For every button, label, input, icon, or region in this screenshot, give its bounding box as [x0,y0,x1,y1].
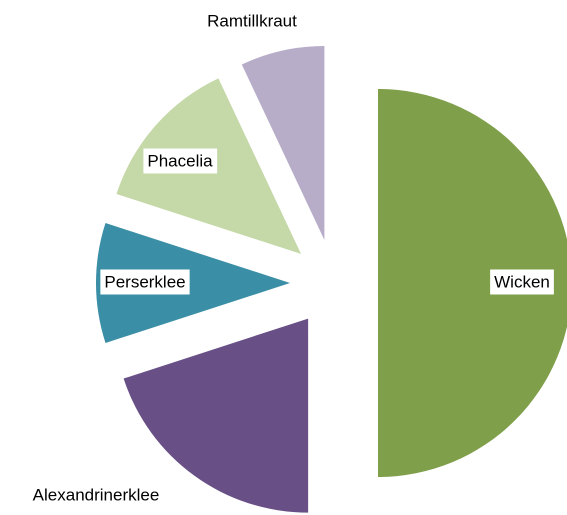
pie-slice [241,46,325,241]
slice-label: Alexandrinerklee [33,485,160,504]
slice-label: Phacelia [147,151,213,170]
pie-slice [95,223,290,343]
slice-label: Ramtillkraut [207,11,297,30]
slice-label: Perserklee [104,272,185,291]
label-box [490,269,554,295]
label-box [143,148,218,174]
label-box [100,269,190,295]
slice-label: Wicken [494,272,550,291]
pie-slice [123,318,309,513]
pie-slice [378,89,567,477]
